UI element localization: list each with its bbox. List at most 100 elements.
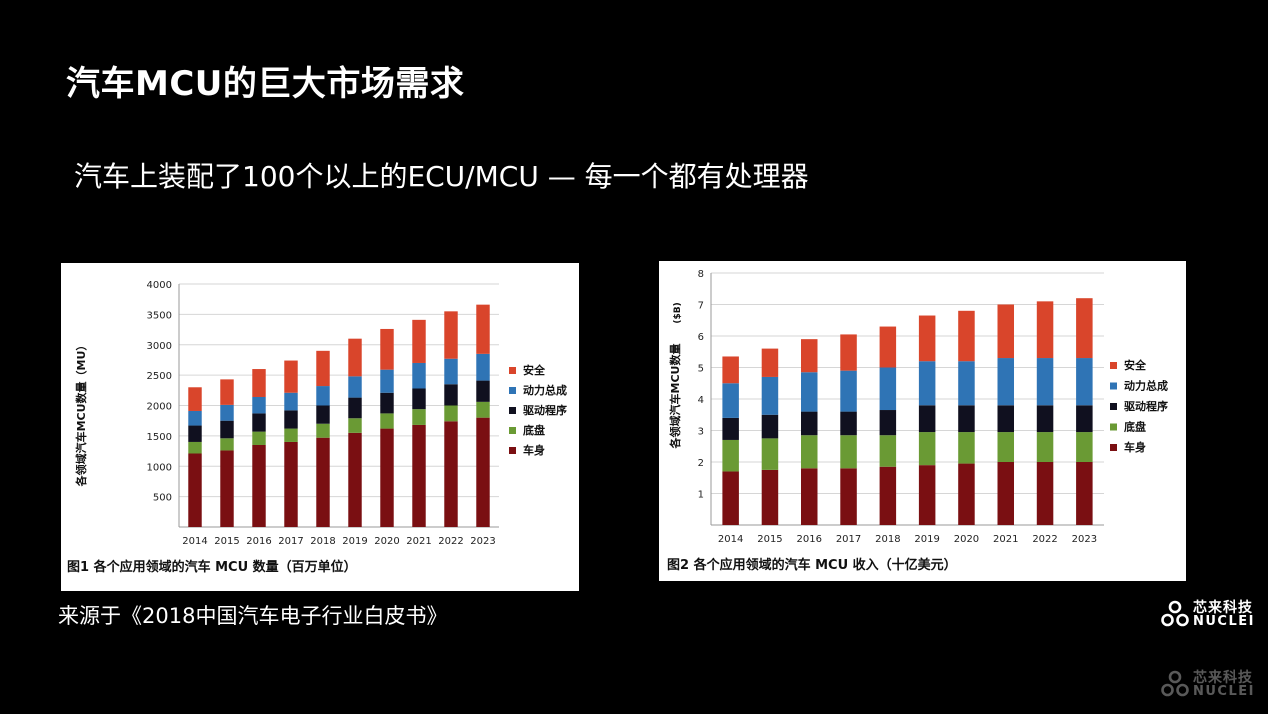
chart2-bar-2016-seg-1 [800, 435, 818, 469]
chart1-y-tick-label: 500 [153, 493, 172, 504]
chart1-bar-2021-seg-0 [412, 424, 426, 527]
chart2-bar-2017-seg-1 [840, 435, 857, 469]
chart2-legend-swatch [1110, 444, 1117, 451]
chart2-bar-2014-seg-4 [722, 356, 739, 384]
chart2-bar-2021-seg-0 [997, 462, 1015, 525]
chart1-bar-2019-seg-0 [348, 432, 362, 527]
chart2-bar-2020-seg-2 [958, 405, 975, 433]
chart2-y-tick-label: 5 [698, 364, 704, 375]
chart1-y-tick-label: 1000 [147, 462, 172, 473]
mcu-revenue-chart-panel: 1 2 3 4 5 6 7 8 2014 2015 2016 2017 2018 2019 2020 2021… [659, 261, 1186, 581]
chart2-x-tick-label: 2022 [1032, 534, 1057, 545]
chart1-legend-label: 底盘 [523, 423, 545, 437]
chart2-bar-2014-seg-2 [722, 417, 739, 440]
chart1-legend-swatch [509, 427, 516, 434]
chart1-y-tick-label: 4000 [147, 280, 172, 291]
chart1-x-tick-label: 2014 [182, 536, 207, 547]
chart1-bar-2023-seg-4 [476, 304, 490, 354]
chart2-y-axis-label: 各领域汽车MCU数量 [668, 344, 682, 450]
chart2-legend-swatch [1110, 423, 1117, 431]
chart2-bar-2019-seg-2 [918, 405, 936, 433]
chart1-bar-2015-seg-0 [220, 450, 234, 527]
chart1-bar-2017-seg-3 [284, 392, 298, 411]
chart1-x-tick-label: 2020 [374, 536, 399, 547]
chart1-bar-2016-seg-3 [252, 396, 266, 414]
chart1-y-tick-label: 3500 [147, 310, 172, 321]
chart1-legend-swatch [509, 407, 516, 414]
chart2-legend-swatch [1110, 403, 1117, 410]
chart2-x-tick-label: 2017 [836, 534, 861, 545]
chart2-x-tick-label: 2021 [993, 534, 1018, 545]
chart1-bar-2016-seg-2 [252, 413, 266, 432]
chart2-bar-2023-seg-2 [1076, 405, 1093, 433]
chart2-bar-2016-seg-2 [800, 411, 818, 436]
slide-subtitle: 汽车上装配了100个以上的ECU/MCU — 每一个都有处理器 [74, 160, 809, 193]
chart1-x-tick-label: 2015 [214, 536, 239, 547]
mcu-volume-chart: 500 1000 1500 2000 2500 3000 3500 4000 2014 2015 2… [67, 280, 567, 575]
chart2-bar-2018-seg-1 [879, 435, 897, 467]
nuclei-logo-watermark: 芯来科技 NUCLEI [1160, 667, 1260, 701]
chart1-bar-2023-seg-0 [476, 417, 490, 527]
chart1-y-axis-label: 各领域汽车MCU数量（MU） [74, 340, 88, 488]
chart2-y-tick-label: 4 [698, 395, 704, 406]
chart2-bar-2022-seg-3 [1036, 358, 1054, 406]
nuclei-logo: 芯来科技 NUCLEI [1160, 597, 1260, 631]
chart1-bar-2014-seg-1 [188, 441, 202, 454]
nuclei-logo-icon [1161, 600, 1189, 627]
chart1-bar-2019-seg-3 [348, 376, 362, 398]
chart1-bar-2015-seg-1 [220, 438, 234, 451]
chart1-bar-2018-seg-0 [316, 437, 330, 527]
chart2-x-tick-label: 2016 [797, 534, 822, 545]
chart2-bar-2021-seg-4 [997, 304, 1015, 359]
chart2-bar-2022-seg-2 [1036, 405, 1054, 433]
chart2-x-tick-label: 2023 [1072, 534, 1097, 545]
chart1-bar-2014-seg-3 [188, 410, 202, 426]
chart2-x-tick-label: 2019 [914, 534, 939, 545]
chart1-legend-label: 安全 [523, 363, 546, 377]
chart2-legend-swatch [1110, 382, 1117, 390]
chart1-y-tick-label: 2500 [147, 371, 172, 382]
chart1-legend-label: 车身 [523, 443, 545, 457]
chart1-x-tick-label: 2021 [406, 536, 431, 547]
chart1-bar-2020-seg-1 [380, 413, 394, 429]
chart2-x-tick-label: 2015 [757, 534, 782, 545]
chart1-bar-2019-seg-2 [348, 397, 362, 419]
logo-watermark-english-name: NUCLEI [1193, 684, 1255, 699]
chart1-bar-2020-seg-2 [380, 392, 394, 414]
chart2-bar-2018-seg-3 [879, 367, 897, 411]
chart2-bar-2016-seg-0 [800, 468, 818, 525]
chart2-bar-2020-seg-1 [958, 432, 975, 464]
chart2-bar-2022-seg-1 [1036, 432, 1054, 462]
chart1-bar-2022-seg-2 [444, 384, 458, 406]
chart1-bar-2021-seg-1 [412, 409, 426, 425]
chart2-bar-2018-seg-0 [879, 466, 897, 525]
chart1-bar-2016-seg-4 [252, 369, 266, 397]
chart1-x-tick-label: 2023 [470, 536, 495, 547]
chart1-x-tick-label: 2016 [246, 536, 271, 547]
chart1-y-tick-label: 3000 [147, 341, 172, 352]
chart2-legend-label: 动力总成 [1124, 379, 1168, 393]
chart1-legend-swatch [509, 447, 516, 454]
chart1-bar-2023-seg-1 [476, 401, 490, 418]
chart1-caption: 图1 各个应用领域的汽车 MCU 数量（百万单位） [67, 559, 357, 575]
chart2-bar-2015-seg-1 [761, 438, 779, 470]
chart2-legend-swatch [1110, 362, 1117, 369]
chart1-bar-2017-seg-0 [284, 441, 298, 527]
chart1-bar-2016-seg-1 [252, 431, 266, 445]
chart2-bar-2019-seg-0 [918, 465, 936, 525]
chart2-y-tick-label: 1 [698, 490, 704, 501]
chart2-bar-2021-seg-3 [997, 358, 1015, 406]
chart2-x-tick-label: 2018 [875, 534, 900, 545]
chart1-bar-2021-seg-3 [412, 362, 426, 389]
chart2-bar-2017-seg-2 [840, 411, 857, 436]
chart1-legend-label: 动力总成 [523, 383, 567, 397]
chart1-bar-2018-seg-4 [316, 350, 330, 387]
chart2-bar-2015-seg-0 [761, 469, 779, 525]
chart1-bar-2017-seg-4 [284, 360, 298, 393]
chart2-y-tick-label: 7 [698, 301, 704, 312]
chart2-bar-2021-seg-2 [997, 405, 1015, 433]
chart2-y-tick-label: 6 [698, 332, 704, 343]
chart2-bar-2015-seg-2 [761, 414, 779, 439]
nuclei-logo-watermark-icon [1161, 670, 1189, 697]
chart1-bar-2022-seg-0 [444, 421, 458, 527]
